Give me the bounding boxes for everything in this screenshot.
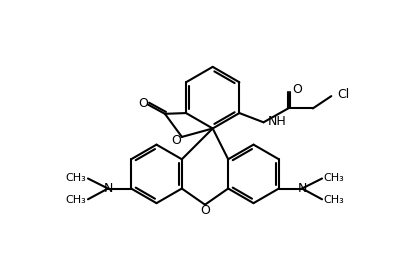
Text: NH: NH	[267, 115, 286, 128]
Text: CH₃: CH₃	[324, 195, 344, 205]
Text: CH₃: CH₃	[66, 173, 86, 183]
Text: O: O	[292, 84, 302, 96]
Text: O: O	[200, 204, 210, 217]
Text: CH₃: CH₃	[66, 195, 86, 205]
Text: CH₃: CH₃	[324, 173, 344, 183]
Text: Cl: Cl	[338, 88, 350, 101]
Text: N: N	[297, 182, 307, 195]
Text: O: O	[171, 134, 181, 147]
Text: O: O	[138, 97, 148, 110]
Text: N: N	[103, 182, 113, 195]
